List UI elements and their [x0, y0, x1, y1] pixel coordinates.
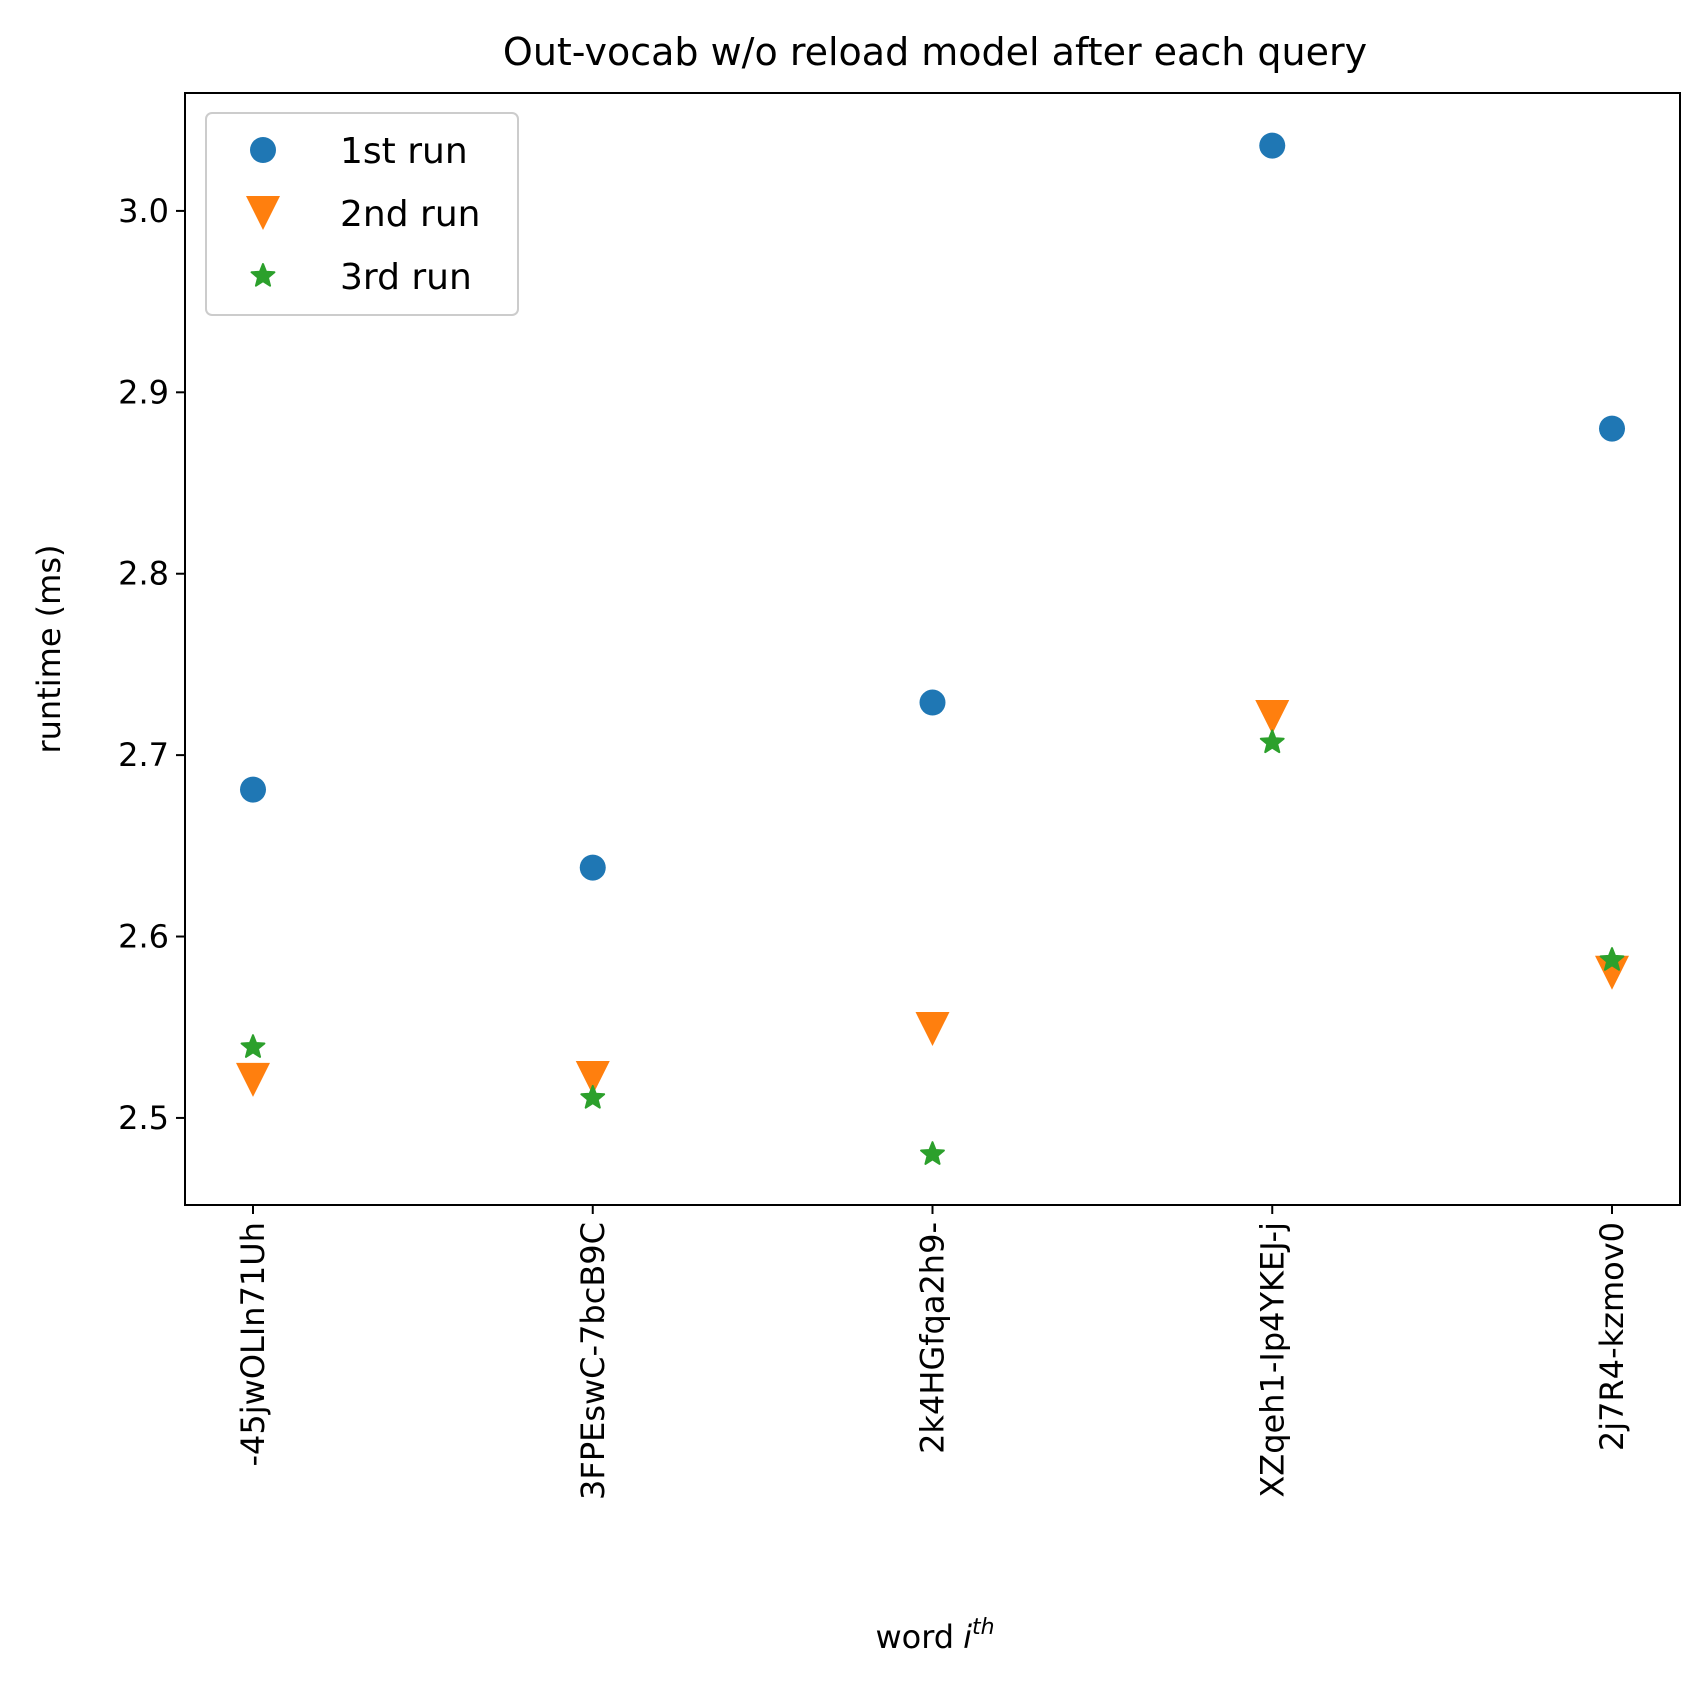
plot-area-frame — [184, 92, 1681, 1206]
legend-label-series-1: 1st run — [340, 131, 468, 172]
x-axis-ticks: -45jwOLIn71Uh 3FPEswC-7bcB9C 2k4HGfqa2h9- X… — [234, 1205, 1631, 1500]
legend-entries: 1st run 2nd run 3rd run — [246, 131, 480, 298]
legend: 1st run 2nd run 3rd run — [205, 112, 519, 316]
y-tick-label: 2.9 — [118, 373, 169, 411]
x-axis-label-main: word — [875, 1618, 954, 1656]
data-point-series-3 — [1259, 729, 1285, 754]
data-point-series-2 — [915, 1012, 950, 1047]
series-2 — [236, 700, 1629, 1097]
data-point-series-3 — [1599, 947, 1625, 971]
x-tick-label: XZqeh1-Ip4YKEJ-j — [1253, 1222, 1291, 1498]
data-point-series-2 — [1595, 955, 1629, 990]
data-point-series-1 — [579, 854, 606, 881]
data-point-series-2 — [575, 1061, 610, 1096]
x-tick-label: 2k4HGfqa2h9- — [914, 1222, 952, 1454]
data-point-series-1 — [1259, 132, 1286, 159]
data-point-series-3 — [920, 1141, 945, 1165]
data-point-series-1 — [919, 689, 946, 716]
data-layer — [236, 132, 1629, 1165]
x-tick-label: 2j7R4-kzmov0 — [1593, 1222, 1631, 1451]
data-point-series-2 — [236, 1062, 270, 1097]
x-axis-label-italic: i — [963, 1618, 972, 1656]
series-1 — [240, 132, 1625, 881]
data-point-series-1 — [240, 776, 266, 803]
legend-box — [205, 112, 519, 316]
x-tick-label: -45jwOLIn71Uh — [234, 1222, 272, 1466]
x-tick-label: 3FPEswC-7bcB9C — [574, 1222, 612, 1500]
data-point-series-3 — [580, 1084, 606, 1109]
y-tick-label: 2.5 — [118, 1099, 169, 1137]
legend-marker-series-2 — [246, 196, 280, 230]
x-axis-label: word ith — [875, 1615, 994, 1656]
legend-marker-series-3 — [250, 263, 276, 287]
x-axis-label-superscript: th — [972, 1615, 995, 1640]
legend-label-series-2: 2nd run — [340, 194, 480, 235]
data-point-series-3 — [240, 1034, 266, 1058]
y-tick-label: 2.7 — [118, 736, 169, 774]
y-tick-label: 3.0 — [118, 192, 169, 230]
legend-marker-series-1 — [250, 137, 276, 163]
series-3 — [240, 729, 1625, 1165]
legend-label-series-3: 3rd run — [340, 257, 472, 298]
data-point-series-1 — [1599, 415, 1625, 442]
y-axis-ticks: 2.5 2.6 2.7 2.8 2.9 3.0 — [118, 192, 185, 1137]
data-point-series-2 — [1255, 700, 1290, 735]
y-tick-label: 2.8 — [118, 555, 169, 593]
chart-title: Out-vocab w/o reload model after each qu… — [503, 30, 1367, 74]
y-axis-label: runtime (ms) — [30, 545, 68, 754]
y-tick-label: 2.6 — [118, 918, 169, 956]
